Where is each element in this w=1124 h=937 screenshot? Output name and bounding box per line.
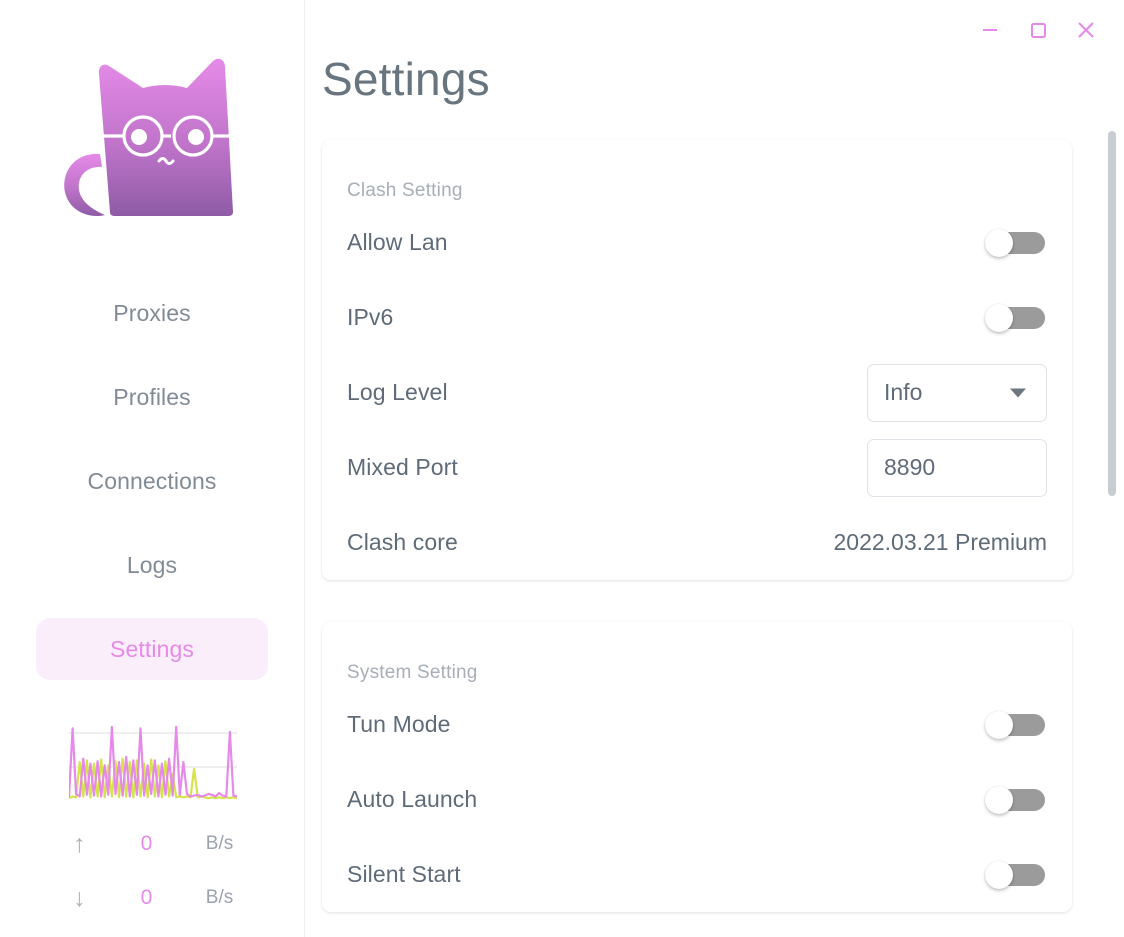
- setting-label: IPv6: [347, 304, 394, 330]
- close-icon: [1074, 18, 1098, 42]
- sidebar-item-logs[interactable]: Logs: [36, 534, 268, 596]
- sidebar-item-label: Profiles: [113, 383, 191, 410]
- close-button[interactable]: [1062, 8, 1110, 52]
- traffic-chart: [68, 711, 237, 803]
- settings-scroll-area: Clash Setting Allow Lan IPv6: [305, 131, 1124, 937]
- sidebar-item-label: Logs: [126, 551, 178, 578]
- chevron-down-icon: [1010, 388, 1026, 397]
- scrollbar[interactable]: [1107, 131, 1117, 937]
- setting-label: Tun Mode: [347, 711, 451, 737]
- download-speed-value: 0: [140, 886, 153, 909]
- traffic-upload-row: ↑ 0 B/s: [53, 817, 253, 871]
- upload-speed-value: 0: [140, 832, 153, 855]
- toggle-knob: [985, 710, 1013, 739]
- mixed-port-input[interactable]: 8890: [867, 438, 1047, 497]
- log-level-select[interactable]: Info: [867, 363, 1047, 422]
- traffic-readouts: ↑ 0 B/s ↓ 0 B/s: [53, 817, 253, 925]
- setting-row-mixed-port: Mixed Port 8890: [347, 430, 1047, 505]
- upload-speed-unit: B/s: [205, 833, 234, 854]
- setting-label: Log Level: [347, 379, 448, 405]
- arrow-up-icon: ↑: [73, 829, 86, 858]
- setting-label: Mixed Port: [347, 454, 458, 480]
- sidebar-item-label: Settings: [110, 635, 194, 662]
- log-level-value: Info: [884, 379, 923, 405]
- setting-row-log-level: Log Level Info: [347, 355, 1047, 430]
- card-clash-setting: Clash Setting Allow Lan IPv6: [322, 140, 1072, 580]
- main-content: Settings Clash Setting Allow Lan IPv6: [305, 0, 1124, 937]
- cat-logo-icon: [43, 22, 263, 230]
- scrollbar-thumb[interactable]: [1108, 131, 1116, 496]
- setting-row-auto-launch: Auto Launch: [347, 762, 1047, 837]
- minimize-icon: [979, 19, 1001, 41]
- clash-core-version: 2022.03.21 Premium: [833, 529, 1047, 555]
- sidebar: Proxies Profiles Connections Logs Settin…: [0, 0, 305, 937]
- mixed-port-value: 8890: [884, 454, 936, 480]
- setting-label: Auto Launch: [347, 786, 478, 812]
- sidebar-nav: Proxies Profiles Connections Logs Settin…: [0, 282, 304, 680]
- card-title: Clash Setting: [347, 180, 463, 201]
- card-title: System Setting: [347, 662, 478, 683]
- minimize-button[interactable]: [966, 8, 1014, 52]
- setting-row-silent-start: Silent Start: [347, 837, 1047, 912]
- traffic-download-row: ↓ 0 B/s: [53, 871, 253, 925]
- window-controls: [966, 8, 1110, 52]
- page-title: Settings: [322, 53, 490, 105]
- setting-label: Silent Start: [347, 861, 461, 887]
- sidebar-item-settings[interactable]: Settings: [36, 618, 268, 680]
- toggle-knob: [985, 785, 1013, 814]
- card-system-setting: System Setting Tun Mode Auto Launch: [322, 622, 1072, 912]
- tun-mode-toggle[interactable]: [985, 710, 1047, 739]
- setting-label: Allow Lan: [347, 229, 448, 255]
- sidebar-item-profiles[interactable]: Profiles: [36, 366, 268, 428]
- traffic-widget: ↑ 0 B/s ↓ 0 B/s: [0, 711, 305, 925]
- setting-row-allow-lan: Allow Lan: [347, 205, 1047, 280]
- ipv6-toggle[interactable]: [985, 303, 1047, 332]
- arrow-down-icon: ↓: [73, 883, 86, 912]
- toggle-knob: [985, 228, 1013, 257]
- maximize-button[interactable]: [1014, 8, 1062, 52]
- auto-launch-toggle[interactable]: [985, 785, 1047, 814]
- download-speed-unit: B/s: [205, 887, 234, 908]
- toggle-knob: [985, 303, 1013, 332]
- toggle-knob: [985, 860, 1013, 889]
- sidebar-item-proxies[interactable]: Proxies: [36, 282, 268, 344]
- allow-lan-toggle[interactable]: [985, 228, 1047, 257]
- sidebar-item-connections[interactable]: Connections: [36, 450, 268, 512]
- setting-label: Clash core: [347, 529, 458, 555]
- sidebar-item-label: Connections: [87, 467, 217, 494]
- sidebar-item-label: Proxies: [113, 299, 191, 326]
- setting-row-ipv6: IPv6: [347, 280, 1047, 355]
- maximize-icon: [1027, 19, 1049, 41]
- setting-row-tun-mode: Tun Mode: [347, 687, 1047, 762]
- silent-start-toggle[interactable]: [985, 860, 1047, 889]
- setting-row-clash-core: Clash core 2022.03.21 Premium: [347, 505, 1047, 580]
